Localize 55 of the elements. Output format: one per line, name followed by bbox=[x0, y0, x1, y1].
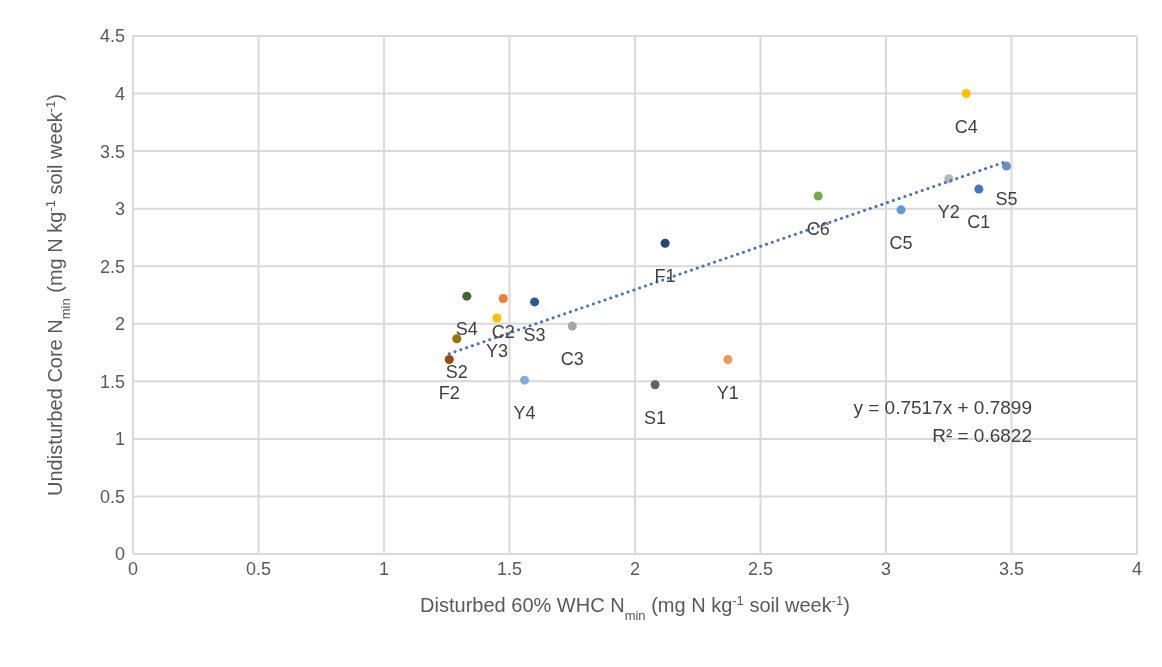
series-label: Y2 bbox=[937, 202, 960, 223]
series-label: S2 bbox=[445, 362, 468, 383]
series-label: C1 bbox=[967, 212, 991, 233]
series-label: C5 bbox=[889, 233, 913, 254]
series-label: C4 bbox=[954, 116, 978, 137]
x-tick-label: 1 bbox=[378, 558, 390, 579]
point bbox=[530, 297, 540, 307]
x-tick-label: 2.5 bbox=[747, 558, 774, 579]
y-tick-label: 1.5 bbox=[99, 371, 125, 392]
x-tick-label: 0 bbox=[127, 558, 139, 579]
y-tick-label: 3.5 bbox=[99, 141, 125, 162]
series-label: C6 bbox=[806, 219, 830, 240]
series-label: S1 bbox=[644, 408, 667, 429]
series-label: S3 bbox=[523, 325, 546, 346]
y-tick-label: 3 bbox=[114, 199, 125, 220]
series-label: S5 bbox=[995, 189, 1018, 210]
y-tick-label: 2 bbox=[114, 314, 125, 335]
x-tick-label: 2 bbox=[629, 558, 641, 579]
annotation: R² = 0.6822 bbox=[932, 425, 1032, 447]
x-axis-title: Disturbed 60% WHC N$_{min}$ (mg N kg$^{-1}$ soil week$^{-1}$) bbox=[420, 592, 850, 623]
series-label: C2 bbox=[491, 321, 515, 342]
x-tick-label: 3 bbox=[880, 558, 892, 579]
point bbox=[813, 191, 823, 201]
point bbox=[498, 293, 508, 303]
point bbox=[650, 380, 660, 390]
point bbox=[452, 334, 462, 344]
series-label: S4 bbox=[455, 319, 478, 340]
point bbox=[1001, 161, 1011, 171]
series-label: Y3 bbox=[485, 341, 508, 362]
point bbox=[896, 205, 906, 215]
point bbox=[567, 321, 577, 331]
point bbox=[660, 238, 670, 248]
point bbox=[492, 313, 502, 323]
series-label: F1 bbox=[654, 266, 676, 287]
y-tick-label: 4.5 bbox=[99, 26, 125, 47]
series-label: C3 bbox=[560, 349, 584, 370]
y-tick-label: 1 bbox=[114, 429, 125, 450]
y-tick-label: 2.5 bbox=[99, 256, 125, 277]
point bbox=[444, 354, 454, 364]
series-label: Y4 bbox=[513, 403, 536, 424]
series-label: F2 bbox=[438, 382, 460, 403]
series-label: Y1 bbox=[716, 382, 739, 403]
x-tick-label: 1.5 bbox=[496, 558, 523, 579]
point bbox=[974, 184, 984, 194]
y-tick-label: 4 bbox=[114, 83, 125, 104]
point bbox=[520, 375, 530, 385]
x-tick-label: 3.5 bbox=[998, 558, 1025, 579]
point bbox=[961, 89, 971, 99]
point bbox=[723, 354, 733, 364]
annotation: y = 0.7517x + 0.7899 bbox=[853, 397, 1032, 419]
x-tick-label: 4 bbox=[1131, 558, 1143, 579]
point bbox=[462, 291, 472, 301]
y-tick-label: 0.5 bbox=[99, 486, 125, 507]
x-tick-label: 0.5 bbox=[245, 558, 272, 579]
y-tick-label: 0 bbox=[114, 544, 125, 565]
